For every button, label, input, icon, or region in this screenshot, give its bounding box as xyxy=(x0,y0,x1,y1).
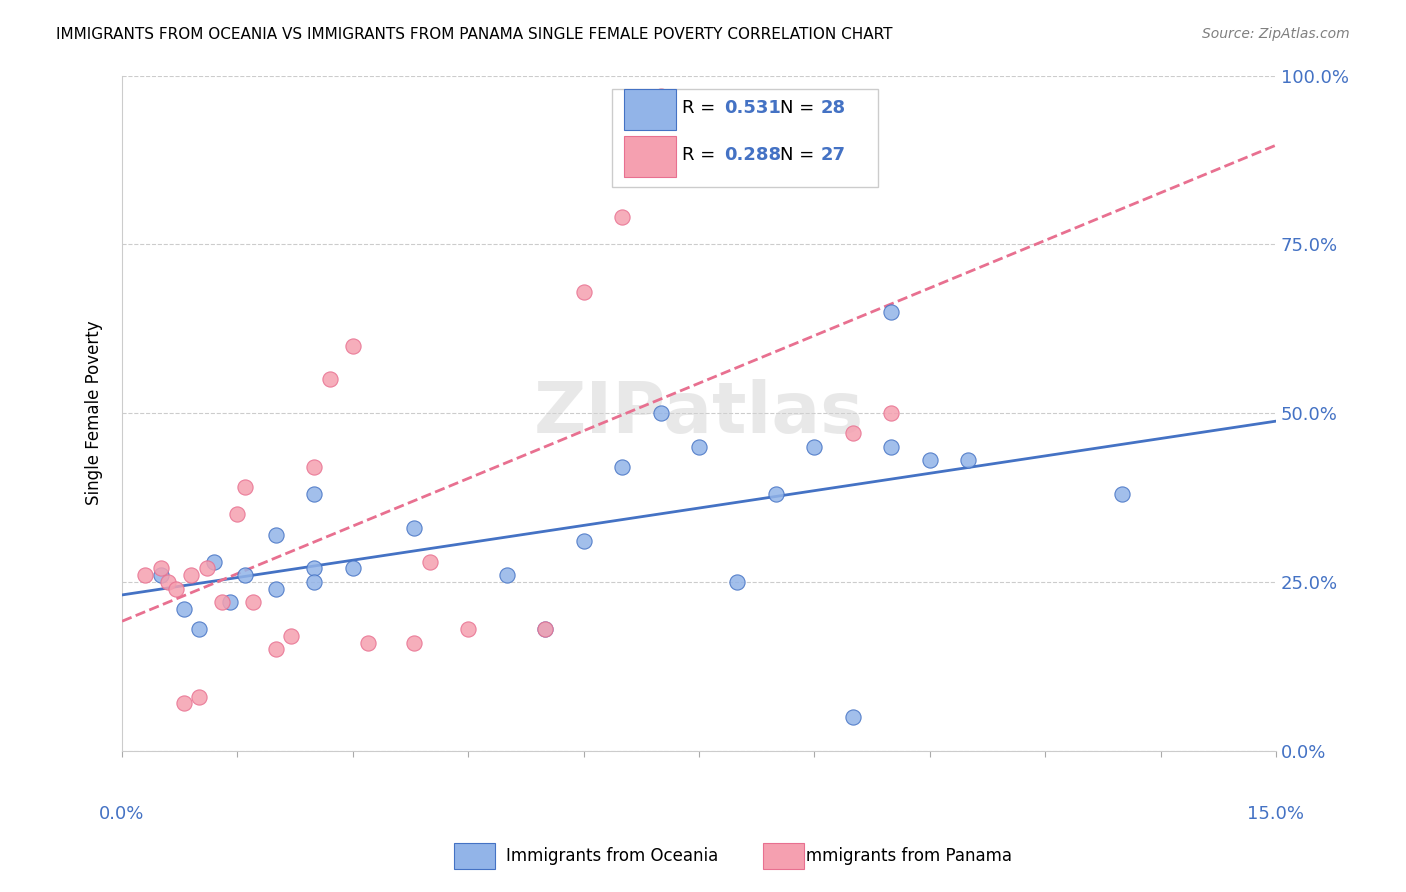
Point xyxy=(572,534,595,549)
Point xyxy=(803,440,825,454)
Point xyxy=(495,568,517,582)
Point xyxy=(319,372,342,386)
Point xyxy=(304,460,326,475)
Point xyxy=(880,305,903,319)
FancyBboxPatch shape xyxy=(624,89,676,129)
Point xyxy=(134,568,156,582)
Point xyxy=(610,211,633,225)
Point xyxy=(226,508,249,522)
Point xyxy=(304,561,326,575)
Point xyxy=(842,426,865,441)
Point xyxy=(572,285,595,299)
Point xyxy=(650,88,672,103)
Point xyxy=(842,710,865,724)
Point xyxy=(957,453,980,467)
Point xyxy=(180,568,202,582)
Point xyxy=(149,568,172,582)
Text: 27: 27 xyxy=(820,146,845,164)
Y-axis label: Single Female Poverty: Single Female Poverty xyxy=(86,321,103,506)
Point xyxy=(188,690,211,704)
Point xyxy=(149,561,172,575)
Text: N =: N = xyxy=(780,146,820,164)
Text: Source: ZipAtlas.com: Source: ZipAtlas.com xyxy=(1202,27,1350,41)
Point xyxy=(650,406,672,420)
Point xyxy=(918,453,941,467)
Text: R =: R = xyxy=(682,99,721,117)
Point xyxy=(404,635,426,649)
Point xyxy=(534,622,557,636)
Point xyxy=(342,561,364,575)
Point xyxy=(218,595,240,609)
Point xyxy=(404,521,426,535)
FancyBboxPatch shape xyxy=(613,89,877,187)
Point xyxy=(280,629,302,643)
Point xyxy=(457,622,479,636)
Text: 15.0%: 15.0% xyxy=(1247,805,1305,822)
Point xyxy=(264,582,287,596)
Text: Immigrants from Panama: Immigrants from Panama xyxy=(801,847,1012,865)
Text: 0.288: 0.288 xyxy=(724,146,782,164)
Point xyxy=(211,595,233,609)
Point xyxy=(188,622,211,636)
Point xyxy=(727,574,749,589)
Point xyxy=(157,574,180,589)
Point xyxy=(173,601,195,615)
Text: 0.0%: 0.0% xyxy=(100,805,145,822)
Point xyxy=(880,440,903,454)
Text: N =: N = xyxy=(780,99,820,117)
Point xyxy=(173,696,195,710)
Text: ZIPatlas: ZIPatlas xyxy=(534,378,865,448)
Point xyxy=(233,568,256,582)
Point xyxy=(242,595,264,609)
Point xyxy=(534,622,557,636)
Text: R =: R = xyxy=(682,146,721,164)
Point xyxy=(165,582,187,596)
Point xyxy=(765,487,787,501)
Text: 0.531: 0.531 xyxy=(724,99,782,117)
Point xyxy=(610,460,633,475)
Point xyxy=(419,555,441,569)
Text: Immigrants from Oceania: Immigrants from Oceania xyxy=(506,847,718,865)
Point xyxy=(880,406,903,420)
Point xyxy=(342,338,364,352)
Point xyxy=(264,527,287,541)
Point xyxy=(202,555,225,569)
Point xyxy=(304,574,326,589)
Text: 28: 28 xyxy=(820,99,845,117)
Point xyxy=(688,440,710,454)
Point xyxy=(233,480,256,494)
Point xyxy=(304,487,326,501)
Point xyxy=(357,635,380,649)
Point xyxy=(1111,487,1133,501)
Point xyxy=(195,561,218,575)
FancyBboxPatch shape xyxy=(624,136,676,177)
Point xyxy=(264,642,287,657)
Text: IMMIGRANTS FROM OCEANIA VS IMMIGRANTS FROM PANAMA SINGLE FEMALE POVERTY CORRELAT: IMMIGRANTS FROM OCEANIA VS IMMIGRANTS FR… xyxy=(56,27,893,42)
